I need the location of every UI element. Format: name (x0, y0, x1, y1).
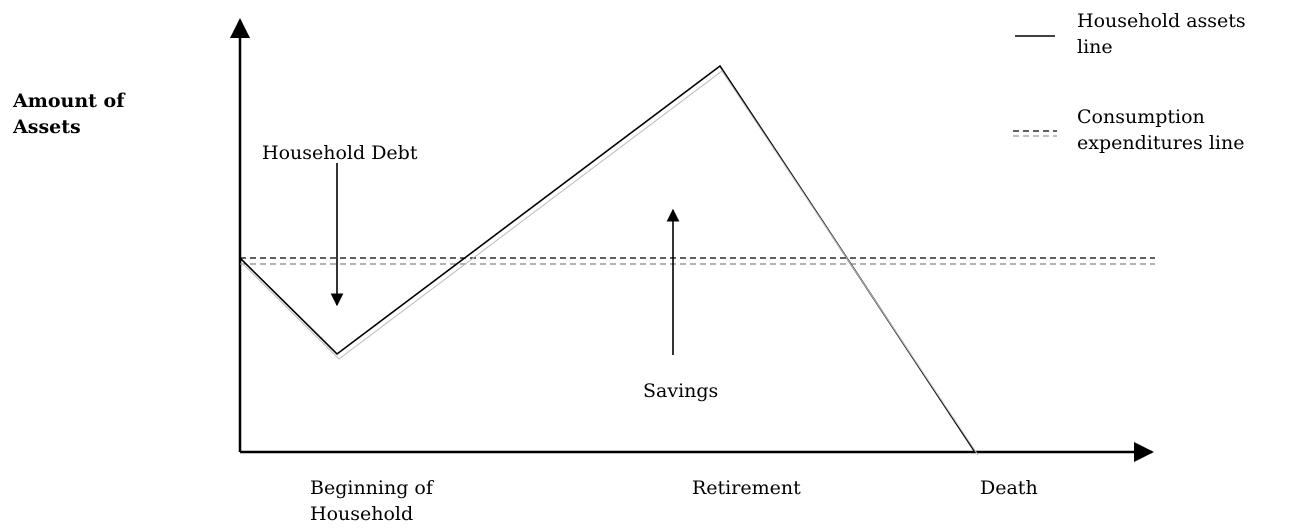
legend-label: Household assets line (1077, 10, 1246, 58)
legend-label: Consumption expenditures line (1077, 106, 1245, 154)
x-label: Beginning of Household (310, 477, 433, 525)
annotation: Savings (643, 380, 719, 402)
annotation: Household Debt (262, 142, 418, 164)
x-label: Retirement (692, 477, 801, 499)
y-axis-label: Amount of Assets (13, 90, 125, 138)
assets-line-shadow (241, 70, 979, 456)
assets-line (239, 64, 976, 453)
x-label: Death (980, 477, 1038, 499)
